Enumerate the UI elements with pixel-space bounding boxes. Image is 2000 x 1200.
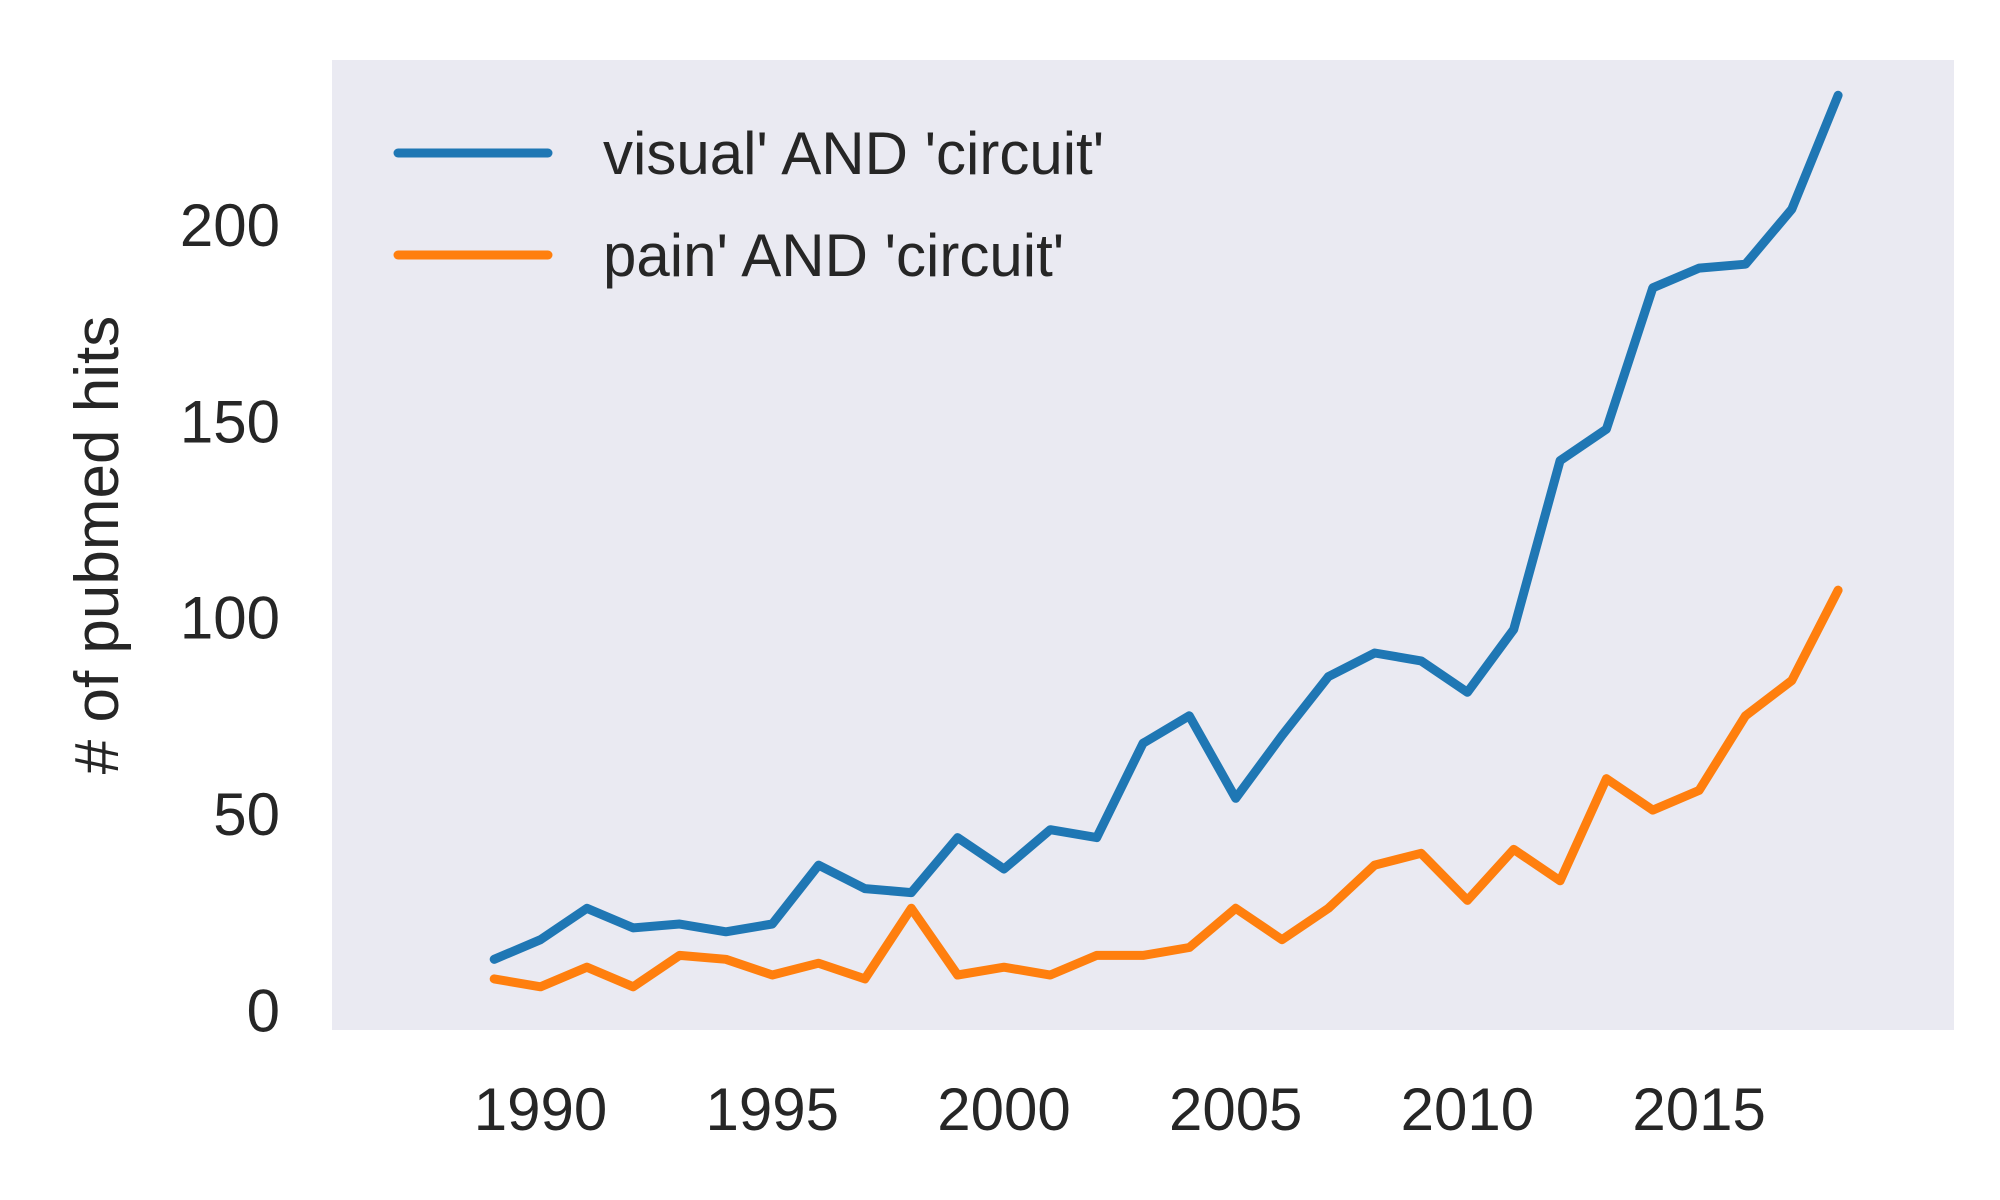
legend-label-1: pain' AND 'circuit' xyxy=(603,222,1064,289)
series-1 xyxy=(489,585,1843,992)
series-line-0 xyxy=(489,90,1843,964)
legend: visual' AND 'circuit' pain' AND 'circuit' xyxy=(393,120,1104,289)
x-tick-label: 2005 xyxy=(1169,1076,1302,1143)
plot-background xyxy=(332,60,1954,1030)
y-tick-label: 0 xyxy=(247,977,280,1044)
series-layer xyxy=(489,90,1843,992)
legend-label-0: visual' AND 'circuit' xyxy=(603,120,1104,187)
x-tick-label: 1995 xyxy=(706,1076,839,1143)
y-tick-label: 100 xyxy=(180,585,280,652)
y-tick-label: 50 xyxy=(213,781,280,848)
x-tick-label: 1990 xyxy=(474,1076,607,1143)
x-tick-labels: 1990 1995 2000 2005 2010 2015 xyxy=(474,1076,1766,1143)
y-tick-label: 150 xyxy=(180,388,280,455)
x-tick-label: 2015 xyxy=(1632,1076,1765,1143)
series-0 xyxy=(489,90,1843,964)
x-tick-label: 2010 xyxy=(1401,1076,1534,1143)
y-tick-labels: 0 50 100 150 200 xyxy=(180,192,280,1045)
y-tick-label: 200 xyxy=(180,192,280,259)
series-line-1 xyxy=(489,585,1843,992)
y-axis-title: # of pubmed hits xyxy=(63,316,132,774)
x-tick-label: 2000 xyxy=(937,1076,1070,1143)
